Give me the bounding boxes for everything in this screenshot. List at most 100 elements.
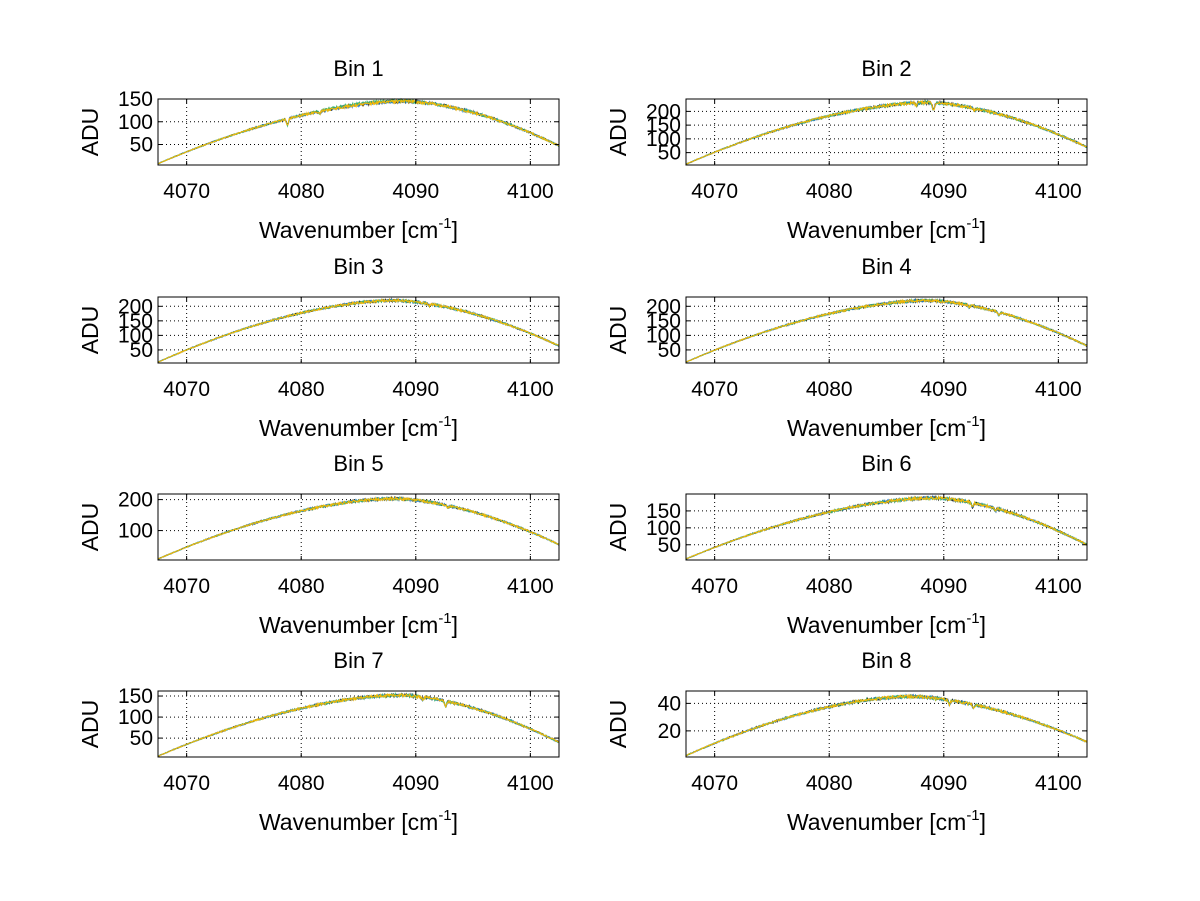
series-line-2	[158, 495, 560, 560]
x-axis-label-text: Wavenumber [cm	[787, 217, 966, 243]
axes-box	[157, 296, 560, 364]
y-tick-label: 50	[130, 134, 153, 157]
y-tick-label: 50	[658, 142, 681, 165]
series-line-4	[157, 98, 559, 165]
x-axis-label-end: ]	[980, 809, 986, 835]
x-axis-label-text: Wavenumber [cm	[259, 612, 438, 638]
x-tick-label: 4070	[691, 378, 738, 401]
subplot-8: 4070 4080 4090 4100 20 40 Bin 8 ADU Wavenumber […	[605, 648, 1088, 835]
x-axis-label-end: ]	[980, 612, 986, 638]
x-tick-label: 4090	[920, 378, 967, 401]
x-axis-label-text: Wavenumber [cm	[259, 217, 438, 243]
x-tick-label: 4070	[163, 575, 210, 598]
y-tick-label: 40	[658, 692, 681, 715]
x-axis-label: Wavenumber [cm-1]	[259, 610, 458, 638]
x-tick-label: 4080	[278, 772, 325, 795]
y-tick-label: 100	[646, 517, 681, 540]
x-axis-label-superscript: -1	[966, 807, 979, 824]
x-axis-label-text: Wavenumber [cm	[787, 809, 966, 835]
x-axis-label: Wavenumber [cm-1]	[787, 413, 986, 441]
series-line-4	[157, 495, 560, 560]
x-tick-label: 4090	[392, 378, 439, 401]
series-line-1	[685, 693, 1088, 757]
x-tick-label: 4080	[806, 180, 853, 203]
axes-box	[685, 296, 1088, 364]
series-line-2	[685, 99, 1088, 165]
series-line-3	[157, 298, 560, 363]
x-axis-label: Wavenumber [cm-1]	[259, 215, 458, 243]
x-axis-label-end: ]	[452, 415, 458, 441]
y-axis-label: ADU	[77, 700, 103, 749]
x-tick-label: 4100	[1035, 180, 1082, 203]
axes-box	[157, 493, 560, 561]
y-tick-label: 200	[646, 100, 681, 123]
y-axis-label: ADU	[77, 306, 103, 355]
series-line-1	[157, 692, 560, 757]
chart-title: Bin 7	[333, 648, 383, 673]
series-line-1	[157, 297, 560, 363]
chart-title: Bin 6	[861, 451, 911, 476]
y-axis-label: ADU	[605, 700, 631, 749]
y-tick-label: 150	[118, 685, 153, 708]
y-tick-label: 200	[118, 295, 153, 318]
chart-title: Bin 3	[333, 254, 383, 279]
chart-title: Bin 1	[333, 56, 383, 81]
x-tick-label: 4090	[392, 772, 439, 795]
x-tick-label: 4070	[691, 180, 738, 203]
y-axis-label: ADU	[605, 503, 631, 552]
axes-box	[685, 493, 1088, 561]
x-axis-label-superscript: -1	[966, 610, 979, 627]
y-tick-label: 100	[118, 706, 153, 729]
series-line-4	[158, 693, 560, 757]
y-tick-label: 100	[646, 324, 681, 347]
chart-title: Bin 4	[861, 254, 911, 279]
chart-title: Bin 8	[861, 648, 911, 673]
axes-box	[157, 98, 560, 166]
y-tick-label: 20	[658, 720, 681, 743]
y-tick-label: 150	[646, 310, 681, 333]
y-tick-label: 150	[646, 114, 681, 137]
series-line-4	[686, 693, 1088, 757]
chart-title: Bin 2	[861, 56, 911, 81]
x-tick-label: 4070	[691, 575, 738, 598]
x-axis-label-text: Wavenumber [cm	[787, 415, 966, 441]
y-tick-label: 50	[130, 727, 153, 750]
x-axis-label-end: ]	[452, 809, 458, 835]
series-line-4	[685, 297, 1088, 363]
x-tick-label: 4100	[507, 575, 554, 598]
x-axis-label-superscript: -1	[966, 215, 979, 232]
y-tick-label: 100	[118, 520, 153, 543]
series-line-3	[157, 495, 560, 560]
x-tick-label: 4090	[392, 575, 439, 598]
x-axis-label-superscript: -1	[438, 215, 451, 232]
series-line-4	[685, 494, 1088, 560]
x-tick-label: 4100	[507, 378, 554, 401]
x-tick-label: 4070	[163, 180, 210, 203]
x-tick-label: 4070	[691, 772, 738, 795]
x-axis-label-end: ]	[452, 612, 458, 638]
series-line-3	[157, 97, 560, 165]
y-tick-label: 150	[118, 310, 153, 333]
x-axis-label-text: Wavenumber [cm	[259, 415, 438, 441]
x-tick-label: 4080	[278, 378, 325, 401]
series-line-2	[157, 692, 560, 757]
x-tick-label: 4100	[1035, 378, 1082, 401]
x-axis-label-end: ]	[452, 217, 458, 243]
series-line-3	[157, 691, 560, 757]
axes-box	[685, 98, 1088, 166]
series-line-1	[685, 297, 1088, 363]
x-axis-label: Wavenumber [cm-1]	[787, 215, 986, 243]
y-tick-label: 100	[646, 128, 681, 151]
x-tick-label: 4090	[920, 180, 967, 203]
x-axis-label-text: Wavenumber [cm	[787, 612, 966, 638]
y-tick-label: 50	[658, 339, 681, 362]
x-axis-label-end: ]	[980, 415, 986, 441]
x-axis-label-superscript: -1	[438, 413, 451, 430]
y-axis-label: ADU	[77, 108, 103, 157]
x-tick-label: 4070	[163, 378, 210, 401]
